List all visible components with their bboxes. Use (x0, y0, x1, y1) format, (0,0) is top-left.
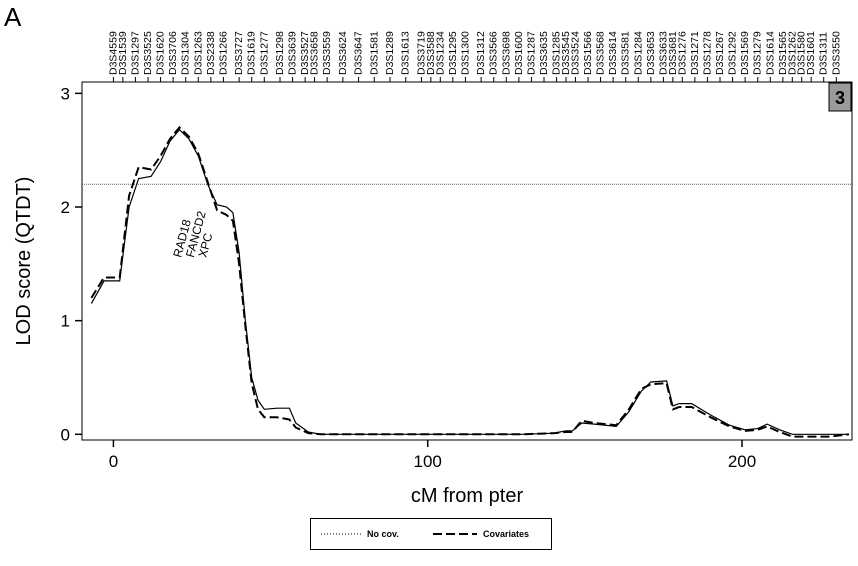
marker-label: D3S1285 (551, 31, 563, 75)
chromosome-badge-label: 3 (835, 88, 845, 108)
marker-label: D3S3727 (233, 31, 245, 75)
legend-label-covariates: Covariates (483, 529, 530, 539)
marker-label: D3S1277 (258, 31, 270, 75)
marker-label: D3S3681 (667, 31, 679, 75)
marker-label: D3S1620 (155, 31, 167, 75)
marker-label: D3S1566 (582, 31, 594, 75)
marker-label: D3S1266 (217, 31, 229, 75)
series-line-covariates (90, 126, 850, 438)
marker-label: D3S1284 (632, 31, 644, 75)
marker-label: D3S3545 (560, 31, 572, 75)
marker-label: D3S1289 (384, 31, 396, 75)
legend-label-no-cov: No cov. (367, 529, 399, 539)
panel-label: A (4, 2, 22, 32)
x-axis-title: cM from pter (411, 485, 524, 507)
marker-label: D3S1287 (525, 31, 537, 75)
marker-label: D3S3639 (287, 31, 299, 75)
y-tick-label: 3 (61, 84, 70, 103)
marker-label: D3S3698 (500, 31, 512, 75)
marker-label: D3S3566 (488, 31, 500, 75)
plot-frame (81, 81, 853, 441)
marker-label: D3S1619 (246, 31, 258, 75)
legend-item-no-cov: No cov. (321, 519, 399, 549)
marker-label: D3S3525 (142, 31, 154, 75)
marker-label: D3S1539 (117, 31, 129, 75)
marker-label: D3S1300 (459, 31, 471, 75)
x-tick-label: 100 (414, 452, 442, 471)
marker-label: D3S1581 (368, 31, 380, 75)
marker-label: D3S1298 (274, 31, 286, 75)
marker-label: D3S3614 (607, 31, 619, 75)
marker-label: D3S1267 (714, 31, 726, 75)
legend-swatch-dotted (321, 533, 361, 535)
marker-label: D3S1600 (513, 31, 525, 75)
marker-label: D3S3653 (645, 31, 657, 75)
marker-label: D3S1234 (434, 31, 446, 75)
legend: No cov. Covariates (310, 518, 552, 550)
marker-label: D3S4559 (107, 31, 119, 75)
marker-label: D3S3527 (299, 31, 311, 75)
marker-label: D3S1279 (752, 31, 764, 75)
chromosome-badge (828, 82, 852, 112)
marker-label: D3S1295 (447, 31, 459, 75)
marker-label: D3S1312 (475, 31, 487, 75)
marker-label: D3S3568 (595, 31, 607, 75)
legend-item-covariates: Covariates (433, 519, 529, 549)
marker-label: D3S1580 (796, 31, 808, 75)
x-tick-label: 0 (109, 452, 118, 471)
marker-label: D3S1613 (400, 31, 412, 75)
marker-label: D3S1262 (786, 31, 798, 75)
marker-label: D3S3719 (415, 31, 427, 75)
marker-label: D3S1565 (777, 31, 789, 75)
marker-label: D3S1271 (689, 31, 701, 75)
y-tick-label: 1 (61, 312, 70, 331)
marker-label: D3S1297 (129, 31, 141, 75)
marker-label: D3S1292 (727, 31, 739, 75)
marker-label: D3S3624 (337, 31, 349, 75)
marker-label: D3S3588 (425, 31, 437, 75)
marker-label: D3S1304 (180, 31, 192, 75)
marker-label: D3S3559 (321, 31, 333, 75)
marker-label: D3S3550 (830, 31, 842, 75)
marker-label: D3S3647 (353, 31, 365, 75)
marker-label: D3S3635 (538, 31, 550, 75)
marker-label: D3S1278 (701, 31, 713, 75)
marker-label: D3S1601 (805, 31, 817, 75)
marker-label: D3S1614 (764, 31, 776, 75)
marker-label: D3S1263 (192, 31, 204, 75)
marker-label: D3S1569 (739, 31, 751, 75)
marker-label: D3S1276 (676, 31, 688, 75)
marker-label: D3S1311 (818, 32, 830, 75)
y-tick-label: 0 (61, 425, 70, 444)
marker-label: D3S3706 (167, 31, 179, 75)
marker-label: D3S3581 (620, 31, 632, 75)
marker-label: D3S3524 (569, 31, 581, 75)
y-tick-label: 2 (61, 198, 70, 217)
marker-label: D3S2338 (205, 31, 217, 75)
x-tick-label: 200 (728, 452, 756, 471)
legend-swatch-dashed (433, 533, 477, 535)
y-axis-title: LOD score (QTDT) (13, 177, 35, 346)
series-line-no-cov (90, 128, 849, 435)
marker-label: D3S3633 (657, 31, 669, 75)
marker-label: D3S3658 (309, 31, 321, 75)
gene-annotation: XPC (196, 231, 216, 259)
